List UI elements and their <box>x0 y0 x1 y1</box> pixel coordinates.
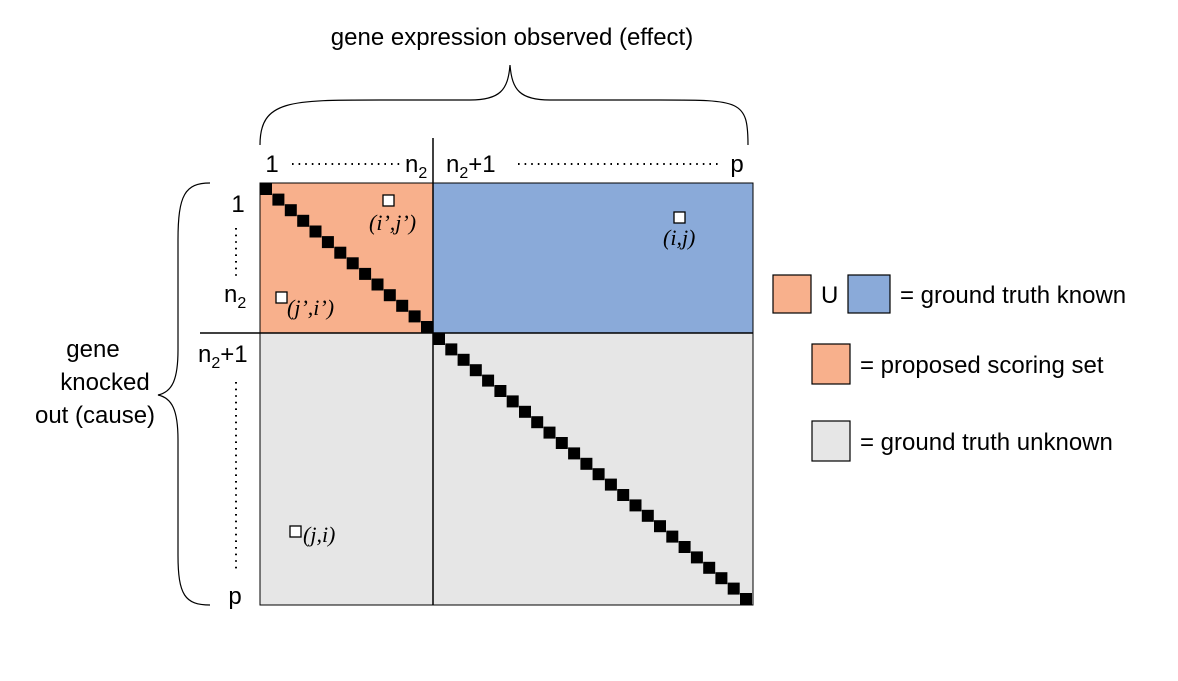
diagonal-square <box>469 364 482 377</box>
cell-marker-ji <box>289 525 302 538</box>
cell-marker-ipjp <box>382 194 395 207</box>
diagonal-square <box>727 582 740 595</box>
side-label-line1: gene <box>66 336 119 363</box>
diagonal-square <box>506 395 519 408</box>
diagonal-square <box>457 353 470 366</box>
row-label-p: p <box>228 583 241 610</box>
cell-label-ipjp: (i’,j’) <box>369 210 416 235</box>
top-brace <box>259 64 749 146</box>
col-label-n2p1: n2+1 <box>446 151 496 182</box>
row-label-n2: n2 <box>224 281 246 312</box>
diagonal-square <box>371 278 384 291</box>
cell-label-ji: (j,i) <box>303 522 335 547</box>
diagonal-square <box>494 385 507 397</box>
diagonal-square <box>654 520 666 533</box>
diagonal-square <box>592 468 605 481</box>
diagonal-square <box>482 374 495 387</box>
legend-scoring-text: = proposed scoring set <box>860 352 1104 379</box>
diagonal-square <box>408 310 421 323</box>
known-region <box>432 182 754 334</box>
diagonal-square <box>666 530 679 543</box>
diagonal-square <box>445 343 458 356</box>
side-label-line3: out (cause) <box>35 402 155 429</box>
diagonal-square <box>580 457 593 470</box>
diagonal-square <box>690 551 703 564</box>
diagonal-square <box>740 593 752 605</box>
diagonal-square <box>396 299 409 312</box>
diagonal-square <box>629 499 642 512</box>
legend-swatch-known <box>847 274 891 314</box>
legend-swatch-scoring <box>811 343 851 385</box>
diagonal-square <box>543 426 556 439</box>
left-brace <box>157 182 211 606</box>
diagonal-square <box>383 289 396 302</box>
diagonal-squares <box>260 183 752 605</box>
diagonal-square <box>703 561 716 574</box>
row-label-n2p1: n2+1 <box>198 341 248 372</box>
diagonal-square <box>309 225 322 238</box>
unknown-region <box>259 332 754 606</box>
diagonal-square <box>284 204 297 217</box>
diagonal-square <box>321 236 334 249</box>
cell-marker-jpip <box>275 291 288 304</box>
legend-swatch-scoring-union <box>772 274 812 314</box>
side-label-line2: knocked <box>60 369 149 396</box>
legend-known-text: = ground truth known <box>900 282 1126 309</box>
diagonal-square <box>346 257 359 270</box>
diagonal-square <box>617 489 630 501</box>
cell-label-ij: (i,j) <box>663 225 695 250</box>
legend-union-symbol: U <box>821 282 838 309</box>
diagonal-square <box>334 246 347 259</box>
diagonal-square <box>297 214 310 227</box>
diagonal-square <box>433 333 445 345</box>
diagonal-square <box>568 447 581 460</box>
cell-label-jpip: (j’,i’) <box>287 295 334 320</box>
cell-marker-ij <box>673 211 686 224</box>
diagonal-square <box>260 183 272 195</box>
diagonal-square <box>715 572 728 585</box>
diagonal-square <box>359 267 372 280</box>
diagonal-square <box>519 405 531 418</box>
col-label-1: 1 <box>265 151 278 178</box>
legend-unknown-text: = ground truth unknown <box>860 429 1113 456</box>
diagonal-square <box>604 478 617 491</box>
diagonal-square <box>272 193 285 206</box>
top-label: gene expression observed (effect) <box>331 24 693 51</box>
col-label-p: p <box>730 151 743 178</box>
diagonal-square <box>555 437 568 449</box>
diagonal-square <box>641 509 654 522</box>
diagonal-square <box>678 541 691 553</box>
diagonal-square <box>421 321 433 333</box>
col-label-n2: n2 <box>405 151 427 182</box>
diagonal-square <box>531 416 544 429</box>
legend-swatch-unknown <box>811 420 851 462</box>
row-label-1: 1 <box>231 191 244 218</box>
